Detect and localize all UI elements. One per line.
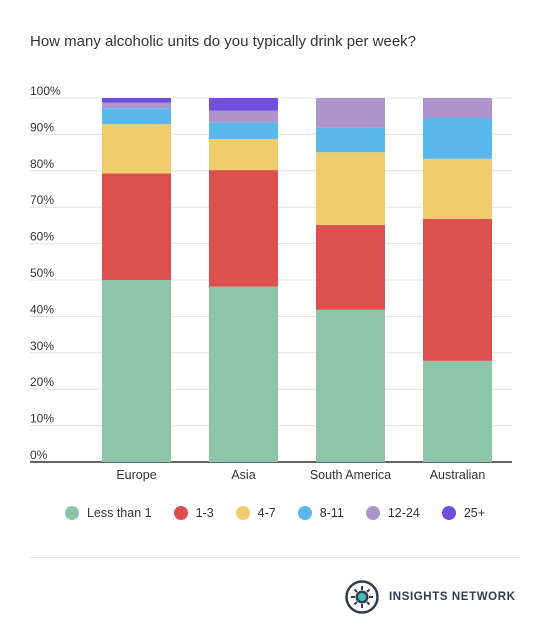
legend-item: 12-24 bbox=[365, 506, 420, 520]
y-tick-label: 60% bbox=[30, 230, 54, 244]
legend-swatch bbox=[64, 506, 79, 520]
legend-swatch bbox=[365, 506, 380, 520]
bar-segment bbox=[423, 158, 492, 219]
bar-segment bbox=[209, 98, 278, 111]
bar-segment bbox=[209, 286, 278, 462]
brand-name: INSIGHTS NETWORK bbox=[389, 591, 516, 603]
x-tick-label: Australian bbox=[430, 468, 486, 482]
bar-segment bbox=[423, 360, 492, 462]
y-tick-label: 20% bbox=[30, 375, 54, 389]
bar-segment bbox=[209, 170, 278, 287]
y-tick-label: 90% bbox=[30, 120, 54, 134]
legend-item: Less than 1 bbox=[64, 506, 152, 520]
bar-segment bbox=[423, 98, 492, 119]
legend-label: 12-24 bbox=[387, 506, 420, 520]
legend-label: 4-7 bbox=[257, 506, 276, 520]
bar-segment bbox=[316, 127, 385, 153]
bar-segment bbox=[316, 225, 385, 310]
y-tick-label: 100% bbox=[30, 84, 61, 98]
x-tick-label: Europe bbox=[116, 468, 156, 482]
stacked-bar-chart: 0% 10% 20% 30% 40% 50% 60% 70% 80% 90% 100% Europe… bbox=[30, 84, 512, 482]
bar-segment bbox=[209, 110, 278, 123]
legend-label: 25+ bbox=[463, 506, 486, 520]
divider bbox=[30, 557, 520, 558]
legend-label: Less than 1 bbox=[86, 506, 152, 520]
y-tick-label: 30% bbox=[30, 339, 54, 353]
bar-segment bbox=[102, 102, 171, 109]
x-axis-labels: Europe Asia South America Australian bbox=[116, 468, 485, 482]
bar-segment bbox=[316, 152, 385, 226]
bar-segment bbox=[316, 98, 385, 128]
y-tick-label: 40% bbox=[30, 302, 54, 316]
bar-segment bbox=[423, 218, 492, 361]
legend-item: 25+ bbox=[441, 506, 486, 520]
bars bbox=[102, 98, 492, 462]
x-tick-label: South America bbox=[310, 468, 391, 482]
legend-label: 8-11 bbox=[319, 506, 344, 520]
bar-segment bbox=[102, 124, 171, 174]
bar-segment bbox=[102, 108, 171, 125]
insights-network-logo-icon bbox=[345, 580, 379, 614]
y-tick-label: 10% bbox=[30, 412, 54, 426]
bar-segment bbox=[316, 309, 385, 462]
y-tick-label: 80% bbox=[30, 157, 54, 171]
legend-swatch bbox=[235, 506, 250, 520]
bar-segment bbox=[209, 139, 278, 171]
brand: INSIGHTS NETWORK bbox=[345, 580, 516, 614]
bar-segment bbox=[102, 173, 171, 280]
legend-swatch bbox=[297, 506, 312, 520]
legend-item: 4-7 bbox=[235, 506, 276, 520]
legend-item: 8-11 bbox=[297, 506, 344, 520]
y-axis-labels: 0% 10% 20% 30% 40% 50% 60% 70% 80% 90% 100% bbox=[30, 84, 61, 462]
legend: Less than 1 1-3 4-7 8-11 12-24 25+ bbox=[0, 506, 550, 520]
legend-swatch bbox=[173, 506, 188, 520]
y-tick-label: 50% bbox=[30, 266, 54, 280]
bar-segment bbox=[209, 122, 278, 140]
x-tick-label: Asia bbox=[231, 468, 255, 482]
y-tick-label: 0% bbox=[30, 448, 48, 462]
legend-swatch bbox=[441, 506, 456, 520]
legend-label: 1-3 bbox=[195, 506, 214, 520]
bar-segment bbox=[102, 98, 171, 103]
y-tick-label: 70% bbox=[30, 193, 54, 207]
bar-segment bbox=[423, 118, 492, 159]
legend-item: 1-3 bbox=[173, 506, 214, 520]
bar-segment bbox=[102, 280, 171, 462]
chart-title: How many alcoholic units do you typicall… bbox=[30, 33, 417, 50]
